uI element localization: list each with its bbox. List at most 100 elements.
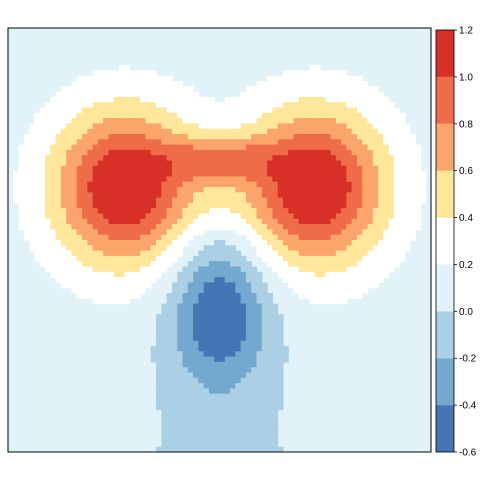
contour-cell (182, 340, 189, 347)
contour-cell (166, 171, 173, 177)
contour-cell (219, 155, 226, 162)
contour-cell (219, 361, 226, 368)
contour-cell (224, 282, 231, 289)
contour-cell (134, 149, 141, 156)
contour-cell (267, 298, 273, 305)
contour-cell (240, 192, 247, 199)
contour-cell (124, 75, 131, 82)
contour-cell (97, 81, 104, 87)
contour-cell (119, 255, 125, 262)
contour-cell (124, 229, 131, 236)
contour-cell (87, 102, 94, 109)
contour-cell (34, 208, 41, 215)
contour-cell (182, 165, 189, 172)
contour-cell (203, 144, 210, 151)
contour-cell (171, 245, 178, 252)
contour-cell (335, 293, 342, 299)
contour-cell (224, 361, 231, 368)
contour-cell (415, 155, 422, 162)
contour-cell (330, 229, 337, 236)
contour-cell (256, 96, 263, 103)
contour-cell (219, 324, 226, 331)
contour-cell (156, 149, 162, 156)
contour-cell (245, 335, 252, 342)
contour-cell (356, 176, 363, 183)
contour-cell (87, 218, 94, 225)
contour-cell (97, 96, 104, 103)
contour-cell (166, 351, 173, 358)
contour-cell (171, 425, 178, 432)
contour-cell (367, 192, 374, 199)
contour-cell (341, 123, 347, 130)
contour-cell (50, 255, 57, 262)
contour-cell (272, 149, 279, 156)
contour-cell (240, 271, 247, 278)
contour-cell (261, 123, 268, 130)
contour-cell (113, 91, 120, 98)
contour-cell (362, 255, 369, 262)
contour-cell (388, 160, 395, 167)
contour-cell (150, 86, 157, 93)
contour-cell (134, 240, 141, 246)
contour-cell (129, 165, 136, 172)
contour-cell (198, 112, 205, 119)
contour-cell (277, 86, 284, 93)
contour-cell (203, 324, 210, 331)
contour-cell (50, 102, 57, 109)
contour-cell (150, 277, 157, 283)
contour-cell (409, 187, 416, 193)
contour-cell (256, 155, 263, 162)
contour-cell (404, 149, 411, 156)
contour-cell (193, 404, 199, 411)
contour-cell (224, 250, 231, 257)
contour-cell (50, 229, 57, 236)
contour-cell (113, 293, 120, 299)
contour-cell (140, 75, 147, 82)
contour-cell (76, 293, 83, 299)
contour-cell (267, 356, 273, 363)
contour-cell (372, 144, 379, 151)
contour-cell (134, 261, 141, 268)
contour-cell (203, 287, 210, 294)
contour-cell (309, 155, 316, 162)
contour-cell (171, 213, 178, 220)
contour-cell (230, 399, 236, 405)
contour-cell (203, 319, 210, 326)
contour-cell (34, 112, 41, 119)
contour-cell (314, 271, 321, 278)
contour-cell (203, 224, 210, 230)
contour-cell (150, 149, 157, 156)
contour-cell (245, 144, 252, 151)
contour-cell (198, 128, 205, 135)
contour-cell (161, 187, 168, 193)
contour-cell (92, 224, 99, 230)
contour-cell (272, 234, 279, 241)
contour-cell (277, 202, 284, 209)
contour-cell (240, 181, 247, 188)
contour-cell (76, 102, 83, 109)
contour-cell (103, 181, 110, 188)
contour-cell (60, 202, 67, 209)
contour-cell (277, 123, 284, 130)
contour-cell (145, 192, 152, 199)
contour-cell (256, 250, 263, 257)
contour-cell (356, 261, 363, 268)
contour-cell (193, 187, 199, 193)
contour-cell (103, 144, 110, 151)
contour-cell (129, 271, 136, 278)
contour-cell (240, 361, 247, 368)
contour-cell (420, 181, 427, 188)
contour-cell (272, 176, 279, 183)
contour-cell (261, 446, 268, 452)
contour-cell (140, 287, 147, 294)
contour-cell (60, 112, 67, 119)
contour-cell (341, 192, 347, 199)
contour-cell (171, 324, 178, 331)
contour-cell (240, 314, 247, 321)
contour-cell (134, 128, 141, 135)
contour-cell (208, 271, 215, 278)
contour-cell (282, 240, 289, 246)
contour-cell (362, 144, 369, 151)
contour-cell (113, 149, 120, 156)
contour-cell (29, 229, 36, 236)
